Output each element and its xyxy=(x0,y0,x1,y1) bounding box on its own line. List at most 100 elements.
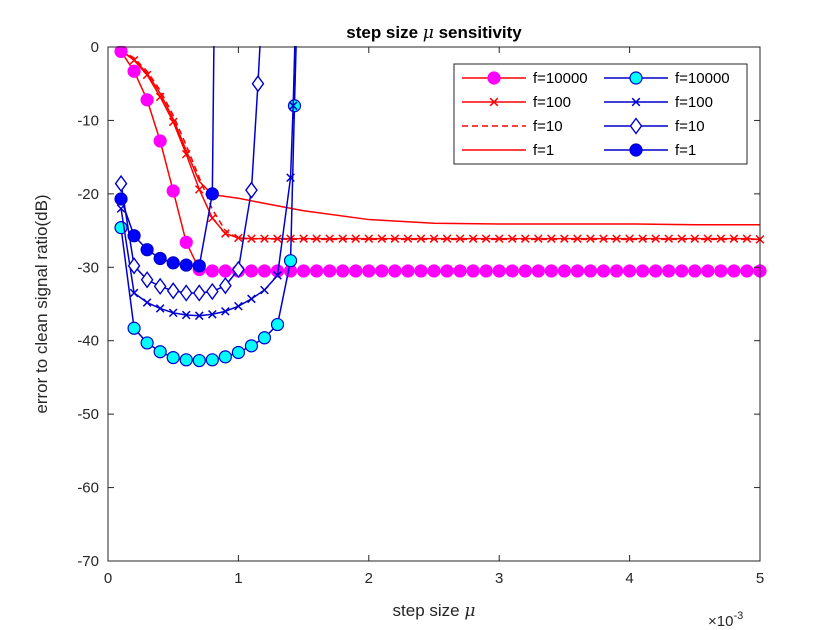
data-point xyxy=(388,264,402,278)
data-point xyxy=(232,260,245,279)
data-point xyxy=(260,234,269,243)
series-4 xyxy=(114,46,302,368)
y-axis-label: error to clean signal ratio(dB) xyxy=(32,194,51,413)
data-point xyxy=(205,264,219,278)
data-point xyxy=(531,264,545,278)
data-point xyxy=(740,264,754,278)
legend-label: f=1 xyxy=(675,142,696,159)
data-point xyxy=(440,264,454,278)
data-point xyxy=(323,264,337,278)
data-point xyxy=(573,234,582,243)
data-point xyxy=(192,259,206,273)
data-point xyxy=(179,258,193,272)
data-point xyxy=(466,264,480,278)
x-tick-label: 4 xyxy=(625,570,633,587)
data-point xyxy=(596,264,611,278)
data-point xyxy=(192,284,206,302)
data-point xyxy=(251,75,265,93)
data-point xyxy=(351,234,361,243)
data-point xyxy=(205,187,219,201)
y-tick-label: -60 xyxy=(77,480,99,497)
legend-marker xyxy=(631,97,641,107)
data-point xyxy=(336,264,350,278)
data-point xyxy=(403,234,413,243)
data-point xyxy=(114,174,128,193)
y-tick-label: -30 xyxy=(77,259,99,276)
data-point xyxy=(533,234,543,243)
data-point xyxy=(716,234,726,243)
axes-box xyxy=(107,46,761,562)
data-point xyxy=(479,264,493,278)
data-point xyxy=(231,345,245,360)
data-point xyxy=(557,264,572,278)
data-point xyxy=(583,264,598,278)
data-point xyxy=(287,99,302,113)
x-exponent-power: -3 xyxy=(733,610,743,622)
data-point xyxy=(245,181,258,199)
y-tick-label: -50 xyxy=(77,406,99,423)
data-point xyxy=(310,264,324,278)
data-point xyxy=(179,353,193,367)
data-point xyxy=(168,308,178,318)
data-point xyxy=(179,284,193,302)
data-point xyxy=(207,213,217,223)
data-point xyxy=(570,264,585,278)
y-tick-label: -20 xyxy=(77,186,99,203)
data-point xyxy=(192,353,206,368)
data-point xyxy=(505,264,519,278)
legend-label: f=10 xyxy=(533,118,563,135)
data-point xyxy=(194,311,204,321)
data-point xyxy=(364,234,374,243)
data-point xyxy=(507,234,517,243)
legend-label: f=100 xyxy=(675,94,713,111)
data-point xyxy=(729,234,739,243)
data-point xyxy=(166,184,180,198)
x-axis-exponent: ×10-3 xyxy=(708,610,743,630)
data-point xyxy=(286,173,295,183)
data-point xyxy=(218,264,232,278)
series-3 xyxy=(120,50,760,226)
legend-marker xyxy=(629,143,643,157)
data-point xyxy=(638,234,647,243)
legend-box xyxy=(453,63,748,165)
data-point xyxy=(742,234,752,243)
data-point xyxy=(234,233,243,243)
data-point xyxy=(609,264,624,278)
data-point xyxy=(247,234,256,243)
data-point xyxy=(153,251,167,266)
data-point xyxy=(181,310,191,320)
data-point xyxy=(153,277,167,296)
legend-label: f=10000 xyxy=(675,70,730,87)
data-point xyxy=(168,117,178,127)
data-point xyxy=(140,271,154,289)
data-point xyxy=(714,264,728,278)
series-7 xyxy=(114,46,219,273)
legend-label: f=1 xyxy=(533,142,554,159)
legend-marker xyxy=(629,71,643,85)
data-point xyxy=(205,282,219,301)
data-point xyxy=(244,339,259,353)
data-point xyxy=(273,271,282,280)
data-point xyxy=(636,264,650,278)
data-point xyxy=(129,55,139,65)
data-point xyxy=(127,321,141,335)
data-point xyxy=(401,264,415,278)
data-point xyxy=(612,234,621,243)
data-point xyxy=(481,234,491,243)
x-exponent-base: ×10 xyxy=(708,613,733,630)
data-point xyxy=(273,234,282,243)
data-point xyxy=(127,229,141,243)
data-point xyxy=(288,101,298,111)
y-tick-label: -10 xyxy=(77,112,99,129)
x-tick-label: 5 xyxy=(756,570,764,587)
data-point xyxy=(416,234,426,243)
data-point xyxy=(703,234,713,243)
data-point xyxy=(586,234,595,243)
x-tick-label: 2 xyxy=(365,570,373,587)
series-6 xyxy=(114,46,265,302)
legend-entry: f=100 xyxy=(604,94,713,111)
series-line xyxy=(120,46,297,362)
data-point xyxy=(153,134,167,148)
data-point xyxy=(127,257,141,275)
xlabel-prefix: step size xyxy=(393,601,460,620)
